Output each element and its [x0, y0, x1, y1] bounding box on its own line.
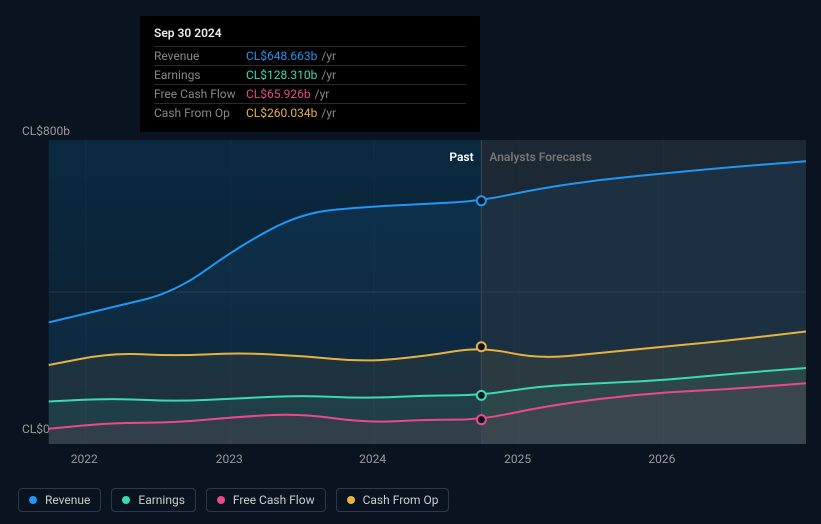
- x-axis-label: 2025: [504, 452, 531, 466]
- x-axis-label: 2024: [359, 452, 386, 466]
- forecast-section-label: Analysts Forecasts: [489, 150, 591, 164]
- legend-marker-icon: [29, 496, 37, 504]
- tooltip-row: Cash From OpCL$260.034b/yr: [154, 103, 466, 122]
- tooltip-row-unit: /yr: [321, 49, 336, 63]
- legend-marker-icon: [347, 496, 355, 504]
- tooltip-row-unit: /yr: [315, 87, 330, 101]
- tooltip-row-label: Cash From Op: [154, 106, 246, 120]
- y-axis-top-label: CL$800b: [22, 124, 70, 138]
- tooltip-date: Sep 30 2024: [154, 26, 466, 40]
- tooltip-row: EarningsCL$128.310b/yr: [154, 65, 466, 84]
- tooltip-row: Free Cash FlowCL$65.926b/yr: [154, 84, 466, 103]
- legend-item[interactable]: Free Cash Flow: [206, 488, 326, 512]
- legend-item[interactable]: Revenue: [18, 488, 101, 512]
- legend-item-label: Cash From Op: [363, 493, 439, 507]
- legend-marker-icon: [122, 496, 130, 504]
- legend-item[interactable]: Cash From Op: [336, 488, 450, 512]
- tooltip-row-value: CL$65.926b: [246, 87, 311, 101]
- tooltip-row-value: CL$648.663b: [246, 49, 317, 63]
- legend-item-label: Revenue: [45, 493, 90, 507]
- tooltip-row-value: CL$128.310b: [246, 68, 317, 82]
- tooltip-row-unit: /yr: [321, 68, 336, 82]
- financial-chart: Sep 30 2024 RevenueCL$648.663b/yrEarning…: [0, 0, 821, 524]
- tooltip-row-label: Free Cash Flow: [154, 87, 246, 101]
- x-axis-label: 2026: [648, 452, 675, 466]
- tooltip-row: RevenueCL$648.663b/yr: [154, 46, 466, 65]
- legend-marker-icon: [217, 496, 225, 504]
- legend-item-label: Earnings: [138, 493, 185, 507]
- x-axis-label: 2022: [71, 452, 98, 466]
- legend-item-label: Free Cash Flow: [233, 493, 315, 507]
- tooltip-row-unit: /yr: [321, 106, 336, 120]
- legend-item[interactable]: Earnings: [111, 488, 196, 512]
- tooltip-row-label: Revenue: [154, 49, 246, 63]
- tooltip-row-value: CL$260.034b: [246, 106, 317, 120]
- chart-tooltip: Sep 30 2024 RevenueCL$648.663b/yrEarning…: [140, 16, 480, 132]
- past-section-label: Past: [449, 150, 473, 164]
- plot-area[interactable]: [18, 140, 806, 444]
- legend: Revenue Earnings Free Cash Flow Cash From O…: [18, 488, 449, 512]
- x-axis-label: 2023: [216, 452, 243, 466]
- tooltip-row-label: Earnings: [154, 68, 246, 82]
